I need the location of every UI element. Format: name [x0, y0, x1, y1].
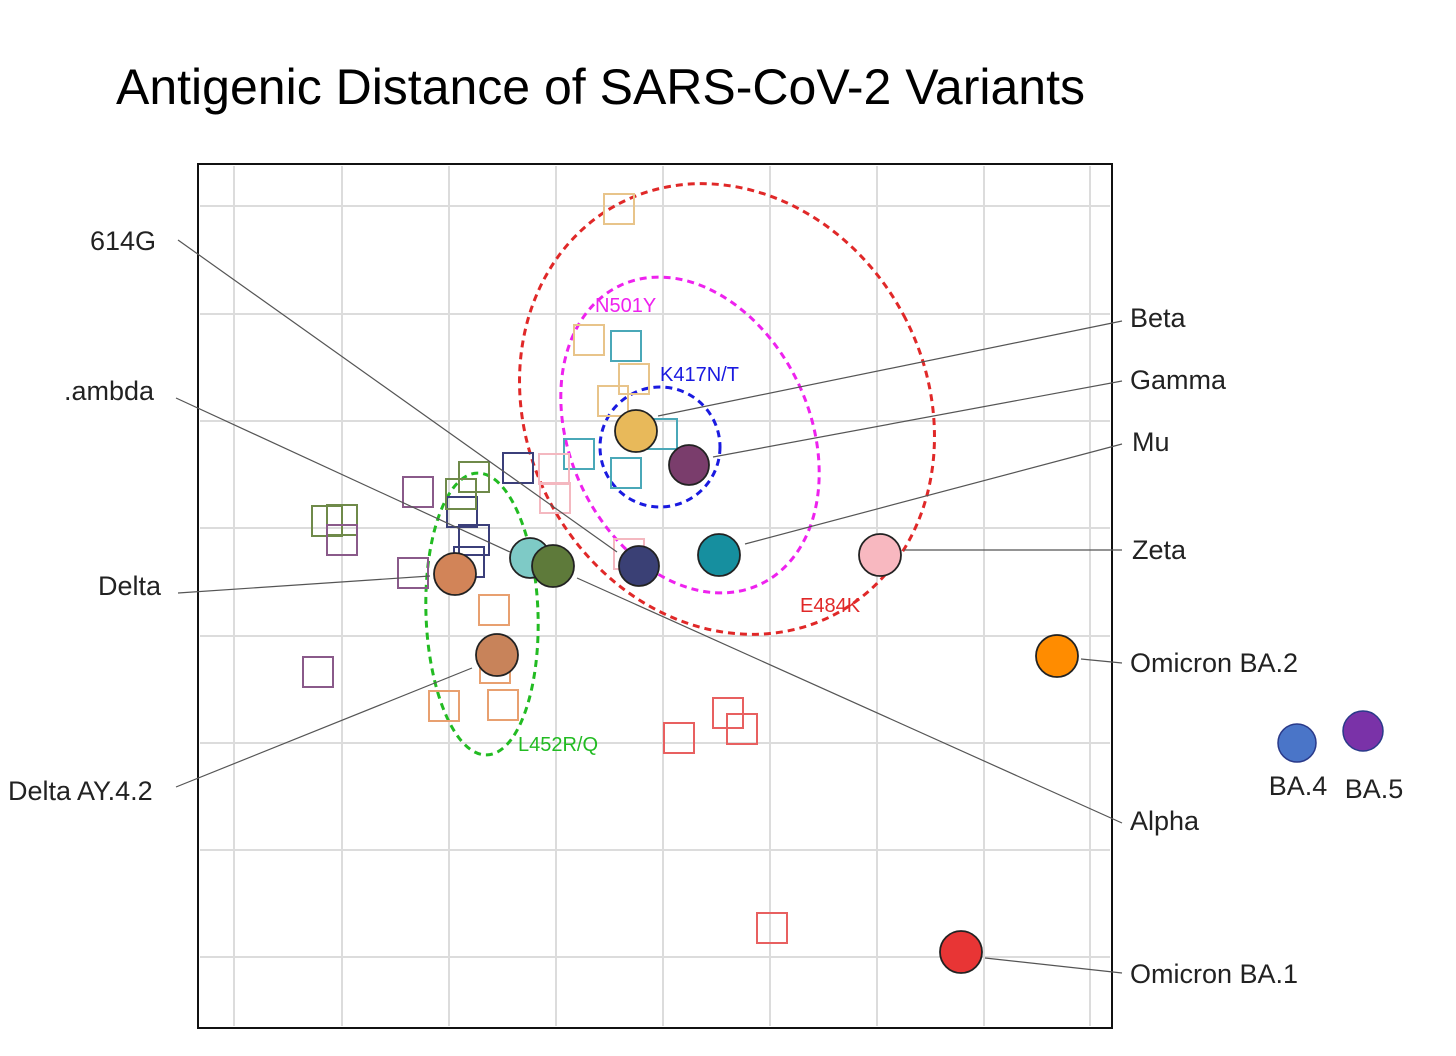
- serum-square: [458, 524, 490, 556]
- label-delta-ay-4-2: Delta AY.4.2: [8, 776, 153, 806]
- cluster-label-l452r-q: L452R/Q: [518, 734, 598, 756]
- point-mu: [697, 533, 741, 577]
- cluster-label-e484k: E484K: [800, 595, 861, 617]
- point-alpha: [531, 544, 575, 588]
- point-omicron-ba-1: [939, 930, 983, 974]
- serum-square: [402, 476, 434, 508]
- point-gamma: [668, 444, 710, 486]
- serum-square: [610, 457, 642, 489]
- serum-square: [610, 330, 642, 362]
- variant-labels: 614G .ambda Delta Delta AY.4.2 Beta Gamma Mu Ze…: [8, 226, 1403, 989]
- label-lambda: .ambda: [64, 376, 155, 406]
- label-alpha: Alpha: [1130, 806, 1200, 836]
- label-delta: Delta: [98, 571, 162, 601]
- serum-square: [302, 656, 334, 688]
- leader-line-614g: [177, 239, 618, 553]
- point-delta: [433, 552, 477, 596]
- label-mu: Mu: [1132, 427, 1170, 457]
- leader-line-alpha: [576, 577, 1123, 824]
- leader-line-lambda: [175, 397, 511, 553]
- point-omicron-ba-2: [1035, 634, 1079, 678]
- label-omicron-ba-2: Omicron BA.2: [1130, 648, 1298, 678]
- serum-square: [603, 193, 635, 225]
- leader-lines: [175, 239, 1123, 974]
- serum-square: [446, 496, 478, 528]
- leader-line-beta: [657, 320, 1123, 417]
- cluster-label-n501y: N501Y: [595, 295, 656, 317]
- point-ba-4: [1277, 723, 1317, 763]
- leader-line-mu: [744, 443, 1123, 545]
- serum-square: [428, 690, 460, 722]
- serum-square: [326, 504, 358, 536]
- serum-square: [487, 689, 519, 721]
- point-614g: [618, 545, 660, 587]
- serum-square: [618, 363, 650, 395]
- serum-square: [573, 324, 605, 356]
- serum-square: [326, 524, 358, 556]
- cluster-ellipse-l452r-q: [424, 471, 540, 757]
- label-beta: Beta: [1130, 303, 1187, 333]
- label-ba-5: BA.5: [1345, 774, 1404, 804]
- cluster-ellipse-e484k: [518, 182, 936, 636]
- variant-points: [433, 409, 1384, 974]
- label-zeta: Zeta: [1132, 535, 1187, 565]
- serum-square: [458, 461, 490, 493]
- point-zeta: [858, 533, 902, 577]
- point-beta: [614, 409, 658, 453]
- label-614g: 614G: [90, 226, 156, 256]
- leader-line-delta-ay-4-2: [175, 667, 473, 788]
- serum-square: [756, 912, 788, 944]
- leader-line-omicron-ba-1: [984, 957, 1123, 974]
- serum-square: [397, 557, 429, 589]
- serum-square: [502, 452, 534, 484]
- grid: [200, 166, 1110, 1026]
- label-ba-4: BA.4: [1269, 771, 1328, 801]
- leader-line-omicron-ba-2: [1080, 658, 1123, 664]
- serum-square: [663, 722, 695, 754]
- label-gamma: Gamma: [1130, 365, 1227, 395]
- cluster-ellipse-n501y: [559, 275, 821, 595]
- serum-square: [445, 478, 477, 510]
- plot-frame: [197, 163, 1113, 1029]
- serum-square: [597, 385, 629, 417]
- serum-square: [726, 713, 758, 745]
- point-delta-ay-4-2: [475, 633, 519, 677]
- cluster-ellipse-k417n-t: [598, 385, 722, 509]
- label-omicron-ba-1: Omicron BA.1: [1130, 959, 1298, 989]
- leader-line-gamma: [712, 380, 1123, 458]
- leader-line-delta: [177, 575, 431, 594]
- cluster-label-k417n-t: K417N/T: [660, 364, 739, 386]
- point-ba-5: [1342, 710, 1384, 752]
- chart-title: Antigenic Distance of SARS-CoV-2 Variant…: [116, 59, 1085, 115]
- mutation-cluster-ellipses: N501Y K417N/T E484K L452R/Q: [424, 182, 936, 757]
- serum-square: [478, 594, 510, 626]
